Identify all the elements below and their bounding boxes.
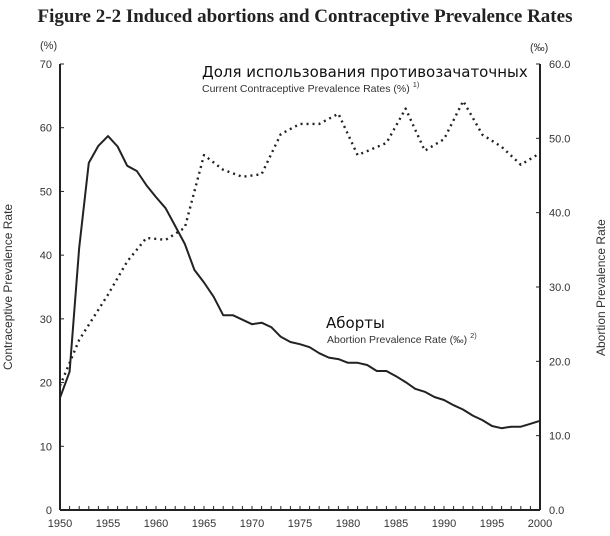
x-axis-tick-label: 1990 [432,518,456,530]
left-axis-tick-label: 60 [40,123,52,135]
right-axis-tick-label: 60.0 [549,59,570,71]
left-axis-title: Contraceptive Prevalence Rate [1,204,15,370]
right-axis-tick-label: 30.0 [549,282,570,294]
x-axis-tick-label: 1950 [48,518,72,530]
x-axis-tick-label: 1955 [96,518,120,530]
contraceptive-annotation-ru: Доля использования противозачаточных [202,63,528,81]
right-axis-tick-label: 50.0 [549,133,570,145]
right-axis-title: Abortion Prevalence Rate [594,219,608,356]
contraceptive-rate-line [58,99,541,387]
left-axis-tick-label: 30 [40,314,52,326]
contraceptive-footnote: 1) [413,80,420,89]
left-axis-tick-label: 40 [40,250,52,262]
left-axis-tick-label: 10 [40,441,52,453]
contraceptive-annotation-en: Current Contraceptive Prevalence Rates (… [202,80,420,95]
x-axis-tick-label: 1995 [480,518,504,530]
x-axis-tick-label: 1960 [144,518,168,530]
x-axis-tick-label: 1980 [336,518,360,530]
left-axis-unit: (%) [40,40,57,52]
abortion-rate-line [59,135,541,430]
abortion-footnote: 2) [470,331,477,340]
right-axis-tick-label: 20.0 [549,356,570,368]
right-axis-unit: (‰) [530,42,548,54]
x-axis-tick-label: 1985 [384,518,408,530]
left-axis-tick-label: 70 [40,59,52,71]
series-group [58,99,541,430]
right-axis-tick-label: 40.0 [549,208,570,220]
left-axis-tick-label: 20 [40,378,52,390]
right-axis-tick-label: 0.0 [549,505,564,517]
axes: 0 10 20 30 40 50 60 70 0.0 10.0 20.0 30.0 40.0 50.0 60… [40,59,571,530]
labels: (%) (‰) Contraceptive Prevalence Rate Ab… [1,40,608,370]
x-axis-tick-label: 1965 [192,518,216,530]
x-axis-tick-label: 1975 [288,518,312,530]
x-axis-tick-label: 2000 [528,518,552,530]
left-axis-tick-label: 0 [46,505,52,517]
abortion-annotation-en: Abortion Prevalence Rate (‰) 2) [327,331,477,346]
left-axis-tick-label: 50 [40,186,52,198]
abortion-annotation-ru: Аборты [326,314,385,332]
chart-title: Figure 2-2 Induced abortions and Contrac… [37,6,573,27]
right-axis-tick-label: 10.0 [549,431,570,443]
x-axis-tick-label: 1970 [240,518,264,530]
